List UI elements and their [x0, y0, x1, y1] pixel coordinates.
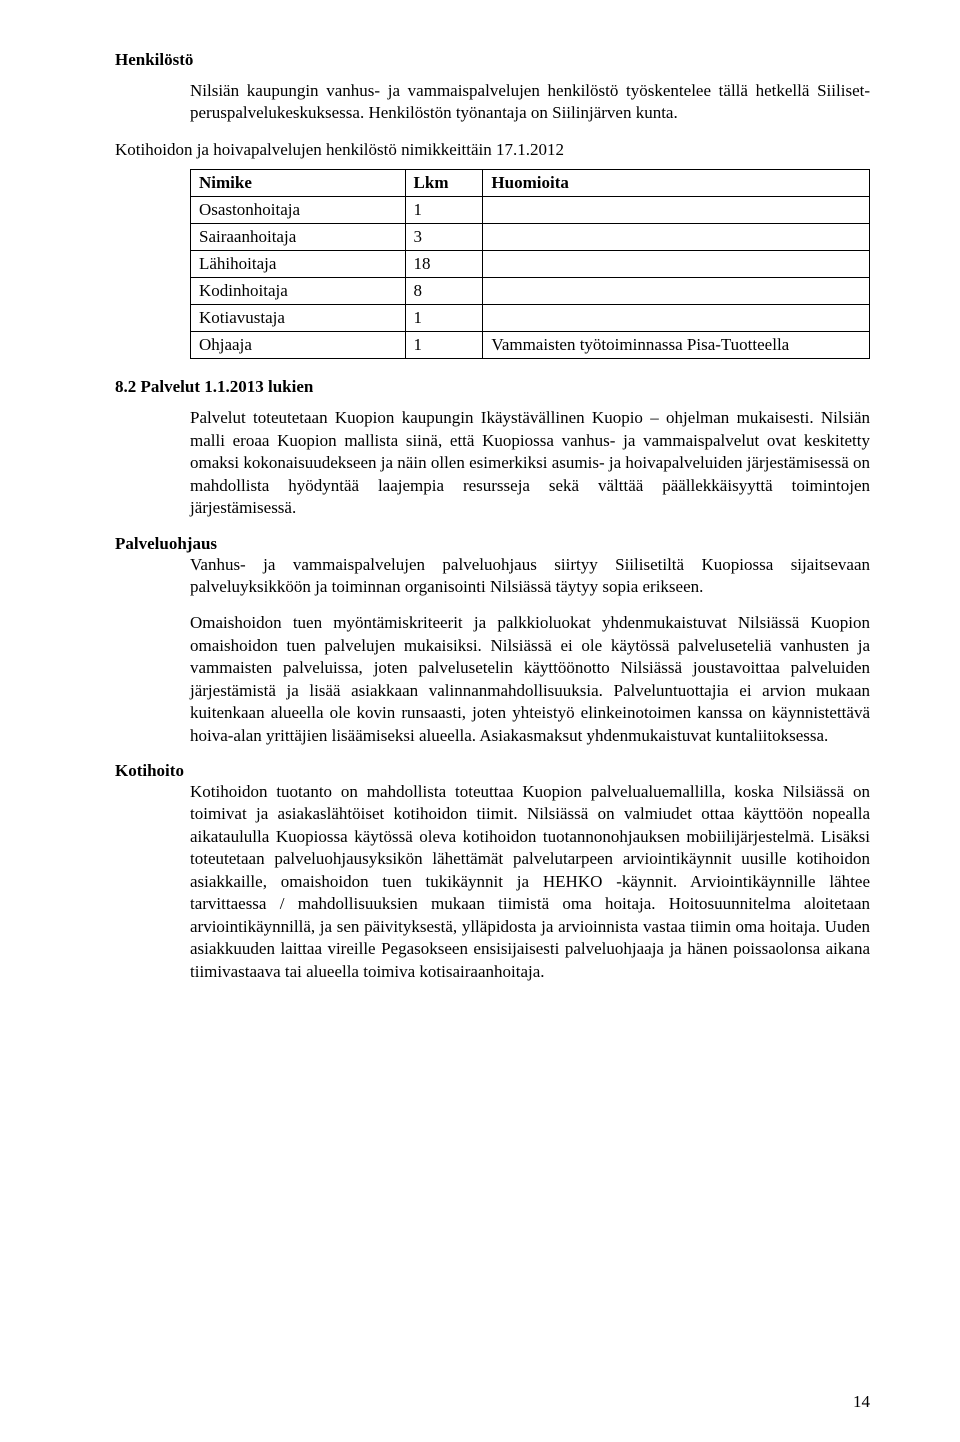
staff-table: Nimike Lkm Huomioita Osastonhoitaja 1 Sa…: [190, 169, 870, 359]
table-header-row: Nimike Lkm Huomioita: [191, 170, 870, 197]
cell-nimike: Ohjaaja: [191, 332, 406, 359]
cell-lkm: 1: [405, 332, 483, 359]
table-header-huomioita: Huomioita: [483, 170, 870, 197]
table-row: Kodinhoitaja 8: [191, 278, 870, 305]
table-row: Sairaanhoitaja 3: [191, 224, 870, 251]
cell-huom: Vammaisten työtoiminnassa Pisa-Tuotteell…: [483, 332, 870, 359]
cell-nimike: Lähihoitaja: [191, 251, 406, 278]
palveluohjaus-p1: Vanhus- ja vammaispalvelujen palveluohja…: [190, 554, 870, 599]
page-number: 14: [853, 1392, 870, 1412]
table-lead: Kotihoidon ja hoivapalvelujen henkilöstö…: [115, 139, 870, 161]
heading-kotihoito: Kotihoito: [115, 761, 870, 781]
cell-huom: [483, 224, 870, 251]
palvelut-paragraph: Palvelut toteutetaan Kuopion kaupungin I…: [190, 407, 870, 519]
table-header-nimike: Nimike: [191, 170, 406, 197]
cell-huom: [483, 251, 870, 278]
heading-palveluohjaus: Palveluohjaus: [115, 534, 870, 554]
table-header-lkm: Lkm: [405, 170, 483, 197]
palvelut-body: Palvelut toteutetaan Kuopion kaupungin I…: [190, 407, 870, 519]
intro-paragraph: Nilsiän kaupungin vanhus- ja vammaispalv…: [190, 80, 870, 125]
cell-lkm: 18: [405, 251, 483, 278]
cell-nimike: Kodinhoitaja: [191, 278, 406, 305]
cell-nimike: Kotiavustaja: [191, 305, 406, 332]
cell-nimike: Sairaanhoitaja: [191, 224, 406, 251]
cell-lkm: 1: [405, 305, 483, 332]
cell-huom: [483, 278, 870, 305]
cell-huom: [483, 197, 870, 224]
cell-lkm: 3: [405, 224, 483, 251]
henkilosto-body: Nilsiän kaupungin vanhus- ja vammaispalv…: [190, 80, 870, 125]
cell-lkm: 8: [405, 278, 483, 305]
cell-lkm: 1: [405, 197, 483, 224]
table-row: Osastonhoitaja 1: [191, 197, 870, 224]
document-page: Henkilöstö Nilsiän kaupungin vanhus- ja …: [0, 0, 960, 1442]
cell-nimike: Osastonhoitaja: [191, 197, 406, 224]
kotihoito-section: Kotihoito Kotihoidon tuotanto on mahdoll…: [115, 761, 870, 983]
palveluohjaus-section: Palveluohjaus Vanhus- ja vammaispalveluj…: [115, 534, 870, 748]
table-row: Ohjaaja 1 Vammaisten työtoiminnassa Pisa…: [191, 332, 870, 359]
cell-huom: [483, 305, 870, 332]
table-row: Lähihoitaja 18: [191, 251, 870, 278]
heading-palvelut: 8.2 Palvelut 1.1.2013 lukien: [115, 377, 870, 397]
kotihoito-p1: Kotihoidon tuotanto on mahdollista toteu…: [190, 781, 870, 983]
table-row: Kotiavustaja 1: [191, 305, 870, 332]
heading-henkilosto: Henkilöstö: [115, 50, 870, 70]
palveluohjaus-p2: Omaishoidon tuen myöntämiskriteerit ja p…: [190, 612, 870, 747]
